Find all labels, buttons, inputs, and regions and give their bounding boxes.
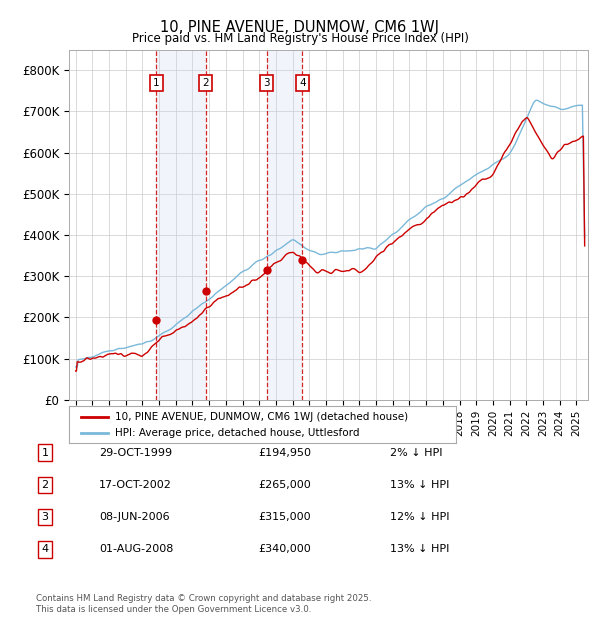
Text: 17-OCT-2002: 17-OCT-2002 bbox=[99, 480, 172, 490]
Text: 4: 4 bbox=[299, 78, 305, 88]
Text: 1: 1 bbox=[153, 78, 160, 88]
Text: Price paid vs. HM Land Registry's House Price Index (HPI): Price paid vs. HM Land Registry's House … bbox=[131, 32, 469, 45]
Text: £340,000: £340,000 bbox=[258, 544, 311, 554]
Text: 13% ↓ HPI: 13% ↓ HPI bbox=[390, 544, 449, 554]
Text: HPI: Average price, detached house, Uttlesford: HPI: Average price, detached house, Uttl… bbox=[115, 428, 360, 438]
Text: Contains HM Land Registry data © Crown copyright and database right 2025.: Contains HM Land Registry data © Crown c… bbox=[36, 593, 371, 603]
Bar bbox=[266, 50, 302, 400]
Text: 13% ↓ HPI: 13% ↓ HPI bbox=[390, 480, 449, 490]
Text: 10, PINE AVENUE, DUNMOW, CM6 1WJ: 10, PINE AVENUE, DUNMOW, CM6 1WJ bbox=[161, 20, 439, 35]
Text: 08-JUN-2006: 08-JUN-2006 bbox=[99, 512, 170, 522]
Text: 3: 3 bbox=[263, 78, 270, 88]
Text: 2% ↓ HPI: 2% ↓ HPI bbox=[390, 448, 443, 458]
Text: 01-AUG-2008: 01-AUG-2008 bbox=[99, 544, 173, 554]
Text: £265,000: £265,000 bbox=[258, 480, 311, 490]
Text: This data is licensed under the Open Government Licence v3.0.: This data is licensed under the Open Gov… bbox=[36, 604, 311, 614]
Text: 3: 3 bbox=[41, 512, 49, 522]
Text: £194,950: £194,950 bbox=[258, 448, 311, 458]
Text: 29-OCT-1999: 29-OCT-1999 bbox=[99, 448, 172, 458]
Text: 12% ↓ HPI: 12% ↓ HPI bbox=[390, 512, 449, 522]
Bar bbox=[156, 50, 206, 400]
Text: 4: 4 bbox=[41, 544, 49, 554]
Text: £315,000: £315,000 bbox=[258, 512, 311, 522]
Text: 10, PINE AVENUE, DUNMOW, CM6 1WJ (detached house): 10, PINE AVENUE, DUNMOW, CM6 1WJ (detach… bbox=[115, 412, 409, 422]
Text: 1: 1 bbox=[41, 448, 49, 458]
Text: 2: 2 bbox=[41, 480, 49, 490]
Text: 2: 2 bbox=[202, 78, 209, 88]
